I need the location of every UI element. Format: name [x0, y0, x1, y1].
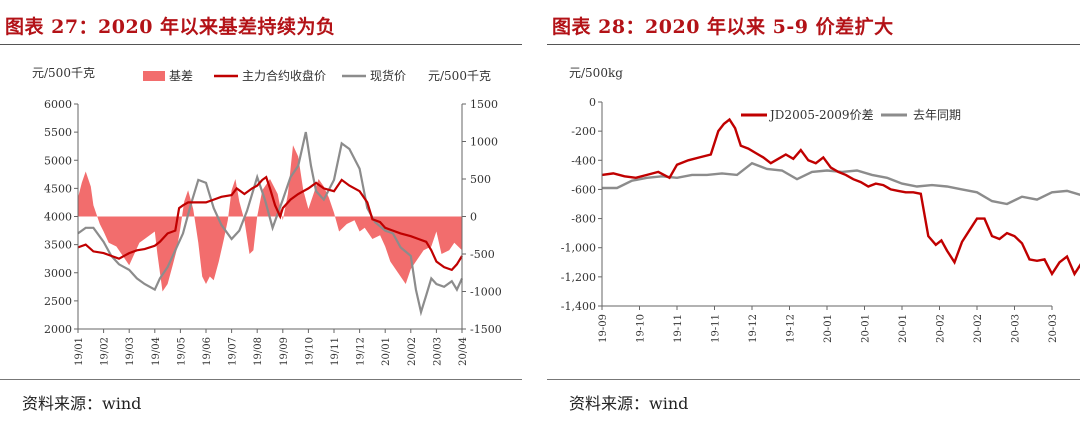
legend-label: 现货价 [370, 68, 406, 83]
legend-label: 基差 [169, 69, 193, 83]
x-tick-label: 19/10 [304, 337, 315, 366]
x-tick-label: 19-11 [673, 314, 684, 343]
chart-panel-spread: 图表 28：2020 年以来 5-9 价差扩大 元/500kg JD2005-20… [547, 0, 1080, 422]
source-divider [547, 379, 1080, 380]
x-tick-label: 20-03 [1048, 314, 1059, 343]
futures-price-line [77, 175, 463, 272]
y-tick-label: 0 [589, 96, 596, 109]
x-tick-label: 19-12 [748, 314, 759, 343]
y-tick-label-left: 6000 [44, 98, 72, 111]
y-tick-label-left: 3500 [44, 239, 72, 252]
x-tick-label: 20/01 [381, 337, 392, 366]
y-tick-label: -600 [571, 183, 596, 196]
x-tick-label: 19/04 [151, 337, 162, 366]
y-tick-label: -1,000 [561, 242, 596, 255]
x-tick-label: 19-10 [636, 314, 647, 343]
source-divider [0, 379, 522, 380]
x-tick-label: 19/02 [100, 337, 111, 366]
x-tick-label: 19/12 [356, 337, 367, 366]
y-tick-label-right: -1000 [470, 286, 502, 299]
y-tick-label: -800 [571, 213, 596, 226]
x-tick-label: 19/07 [228, 337, 239, 366]
spread-chart: 元/500kg JD2005-2009价差 去年同期 0 -200 -400 -600 -80… [561, 66, 1080, 343]
y-tick-label: -400 [571, 154, 596, 167]
x-tick-label: 19/08 [253, 337, 264, 366]
legend-label: 去年同期 [913, 108, 961, 122]
source-note: 资料来源：wind [569, 394, 689, 413]
y-tick-label-right: 0 [470, 211, 477, 224]
spread-line [601, 117, 1080, 277]
y-tick-label-left: 3000 [44, 267, 72, 280]
x-tick-label: 20/03 [432, 337, 443, 366]
y-tick-label-right: 500 [470, 173, 491, 186]
x-tick-label: 20-01 [861, 314, 872, 343]
x-tick-label: 20-03 [1011, 314, 1022, 343]
spot-price-line [77, 131, 464, 317]
legend-label: JD2005-2009价差 [768, 108, 874, 122]
right-axis-unit: 元/500千克 [428, 69, 491, 83]
chart-title: 图表 28：2020 年以来 5-9 价差扩大 [552, 16, 894, 38]
x-tick-label: 19/01 [74, 337, 85, 366]
legend-swatch-basis [143, 71, 165, 81]
x-tick-label: 19/05 [176, 337, 187, 366]
title-divider [0, 44, 522, 45]
basis-chart: 元/500千克 元/500千克 基差 主力合约收盘价 现货价 2000 2500 3000 35… [32, 66, 502, 366]
y-axis-unit: 元/500kg [569, 66, 623, 80]
y-tick-label: -200 [571, 125, 596, 138]
y-tick-label-left: 2500 [44, 295, 72, 308]
x-tick-label: 20-02 [973, 314, 984, 343]
y-tick-label-left: 2000 [44, 323, 72, 336]
y-tick-label-left: 5500 [44, 126, 72, 139]
left-axis-unit: 元/500千克 [32, 66, 95, 80]
x-tick-label: 20-01 [898, 314, 909, 343]
x-tick-label: 20-02 [936, 314, 947, 343]
source-note: 资料来源：wind [22, 394, 142, 413]
y-tick-label-right: 1500 [470, 98, 498, 111]
y-tick-label-right: -1500 [470, 323, 502, 336]
y-tick-label-left: 5000 [44, 154, 72, 167]
chart-title: 图表 27：2020 年以来基差持续为负 [5, 16, 336, 38]
x-tick-label: 19-11 [711, 314, 722, 343]
y-tick-label-left: 4000 [44, 211, 72, 224]
y-tick-label-right: -500 [470, 248, 495, 261]
y-tick-label-left: 4500 [44, 182, 72, 195]
y-tick-label: -1,200 [561, 271, 596, 284]
y-tick-label: -1,400 [561, 300, 596, 313]
last-year-line [602, 161, 1080, 206]
x-tick-label: 19/11 [330, 337, 341, 366]
x-tick-label: 19/06 [202, 337, 213, 366]
chart-panel-basis: 图表 27：2020 年以来基差持续为负 元/500千克 元/500千克 基差 主力合… [0, 0, 522, 422]
y-tick-label-right: 1000 [470, 136, 498, 149]
x-tick-label: 20/04 [458, 337, 469, 366]
x-tick-label: 19/03 [125, 337, 136, 366]
x-tick-label: 20/02 [407, 337, 418, 366]
x-tick-label: 19-09 [598, 314, 609, 343]
x-tick-label: 19/09 [279, 337, 290, 366]
x-tick-label: 19-12 [786, 314, 797, 343]
title-divider [547, 44, 1080, 45]
legend-label: 主力合约收盘价 [242, 68, 326, 83]
x-tick-label: 20-01 [823, 314, 834, 343]
